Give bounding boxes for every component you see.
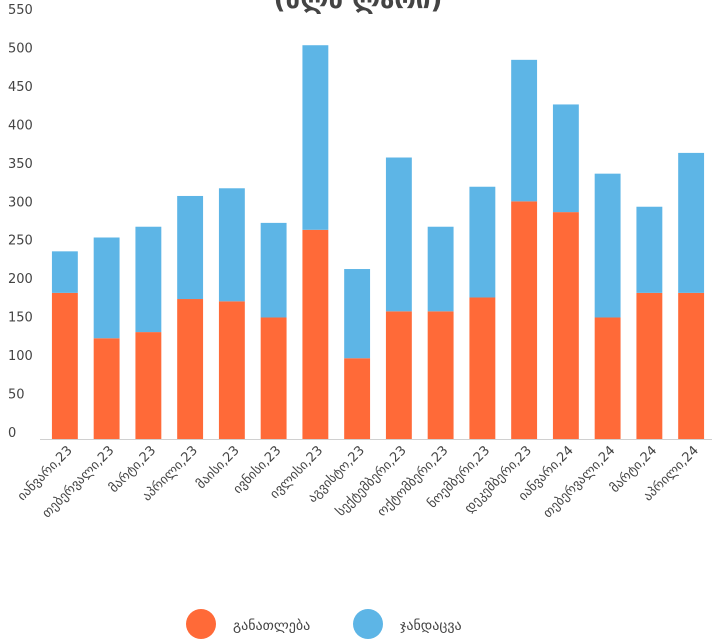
y-tick-label: 450 [8,80,33,95]
bar-segment-education [385,311,412,439]
x-tick-label: თებერვალი,23 [40,443,118,521]
bar-segment-education [260,317,287,439]
x-tick-label: თებერვალი,24 [541,443,619,521]
y-tick-label: 50 [8,388,25,403]
bar-segment-healthcare [552,104,579,213]
bar-segment-education [177,299,204,439]
bar-segment-healthcare [51,251,78,293]
bar-segment-education [135,332,162,439]
bar-segment-healthcare [218,188,245,302]
bar-segment-education [678,292,705,439]
bar-segment-education [51,292,78,439]
bar-segment-healthcare [678,152,705,293]
y-tick-label: 100 [8,349,33,364]
bar-segment-healthcare [594,173,621,318]
y-tick-label: 500 [8,41,33,56]
y-tick-label: 400 [8,118,33,133]
y-tick-label: 150 [8,311,33,326]
bar-segment-education [552,212,579,439]
y-tick-label: 0 [8,426,16,441]
bar-segment-education [344,358,371,439]
y-tick-label: 550 [8,3,33,18]
bar-segment-healthcare [93,237,120,339]
bar-segment-healthcare [302,45,329,230]
x-axis: იანვარი,23თებერვალი,23მარტი,23აპრილი,23მ… [15,443,702,521]
legend-label-education: განათლება [233,618,310,634]
bar-segment-healthcare [385,157,412,312]
bar-segment-healthcare [177,195,204,300]
bar-segment-healthcare [636,206,663,293]
bar-segment-education [511,201,538,439]
legend-swatch-healthcare [353,609,383,639]
bar-segment-education [93,338,120,439]
y-tick-label: 200 [8,272,33,287]
bar-segment-education [636,292,663,439]
bar-segment-healthcare [511,59,538,202]
bar-segment-healthcare [135,226,162,333]
y-tick-label: 250 [8,234,33,249]
legend-swatch-education [186,609,216,639]
legend-label-healthcare: ჯანდაცვა [400,618,462,634]
bar-segment-education [218,301,245,439]
y-axis: 0 50 100 150 200 250 300 350 400 450 500 550 [8,3,33,441]
bar-segment-healthcare [344,269,371,359]
chart-title: (მლნ ლარი) [274,0,443,15]
bar-segment-healthcare [427,226,454,312]
bar-segment-education [469,297,496,439]
bar-segment-healthcare [260,222,287,318]
bar-segment-education [302,229,329,439]
y-tick-label: 300 [8,195,33,210]
legend: განათლება ჯანდაცვა [186,609,462,639]
bar-segment-education [427,311,454,439]
bar-segment-healthcare [469,186,496,298]
bar-segment-education [594,317,621,439]
y-tick-label: 350 [8,157,33,172]
bars [51,45,705,439]
